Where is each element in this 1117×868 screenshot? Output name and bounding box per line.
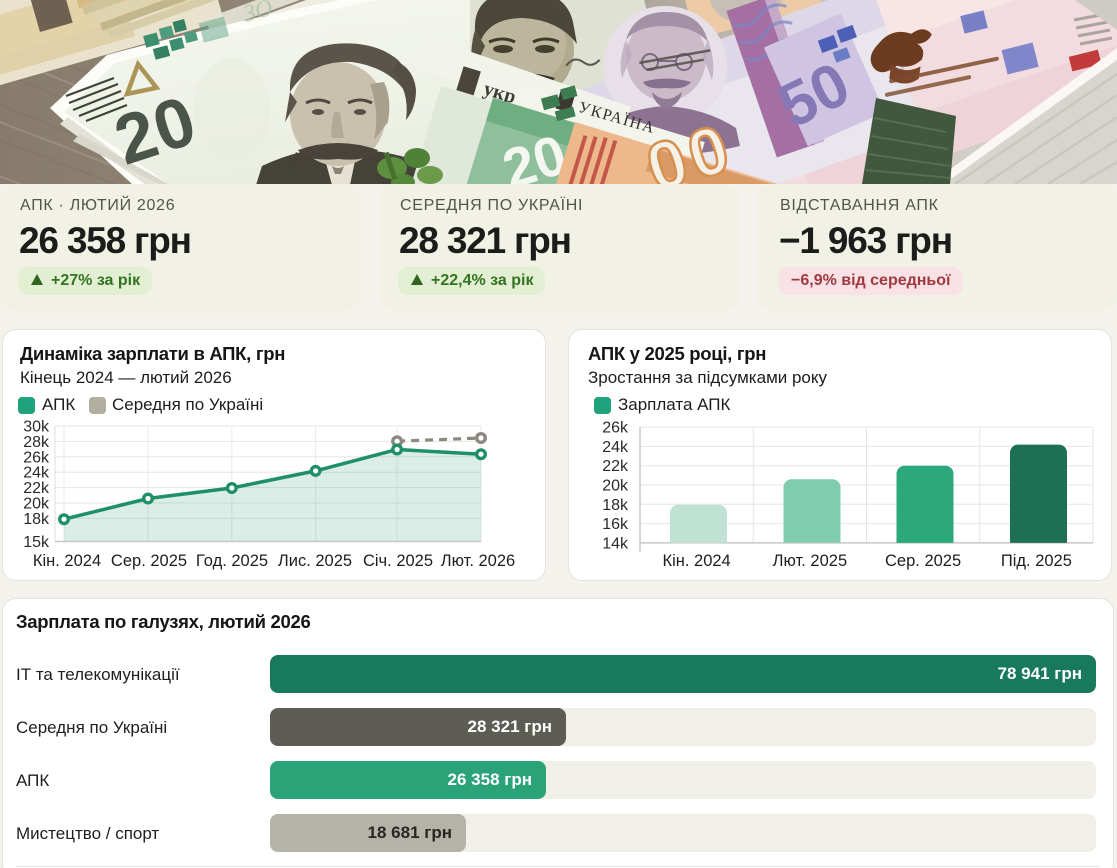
svg-text:Сер. 2025: Сер. 2025: [111, 552, 187, 570]
svg-text:15k: 15k: [23, 534, 50, 551]
svg-text:20k: 20k: [602, 478, 629, 495]
svg-text:Лют. 2025: Лют. 2025: [773, 552, 847, 570]
svg-text:Кін. 2024: Кін. 2024: [662, 552, 730, 570]
svg-text:Січ. 2025: Січ. 2025: [363, 552, 433, 570]
svg-text:22k: 22k: [23, 480, 50, 497]
svg-text:20k: 20k: [23, 496, 50, 513]
svg-text:26k: 26k: [602, 420, 629, 437]
svg-text:26k: 26k: [23, 449, 50, 466]
svg-text:30k: 30k: [23, 419, 50, 436]
svg-text:16k: 16k: [602, 516, 629, 533]
svg-text:28k: 28k: [23, 434, 50, 451]
svg-text:18k: 18k: [602, 497, 629, 514]
svg-text:Лют. 2026: Лют. 2026: [441, 552, 515, 570]
svg-text:24k: 24k: [23, 465, 50, 482]
svg-text:14k: 14k: [602, 535, 629, 552]
svg-text:Год. 2025: Год. 2025: [196, 552, 268, 570]
svg-text:18k: 18k: [23, 511, 50, 528]
svg-text:Сер. 2025: Сер. 2025: [885, 552, 961, 570]
svg-text:Кін. 2024: Кін. 2024: [33, 552, 101, 570]
svg-text:22k: 22k: [602, 458, 629, 475]
svg-text:Під. 2025: Під. 2025: [1001, 552, 1072, 570]
svg-text:Лис. 2025: Лис. 2025: [278, 552, 352, 570]
svg-text:24k: 24k: [602, 439, 629, 456]
